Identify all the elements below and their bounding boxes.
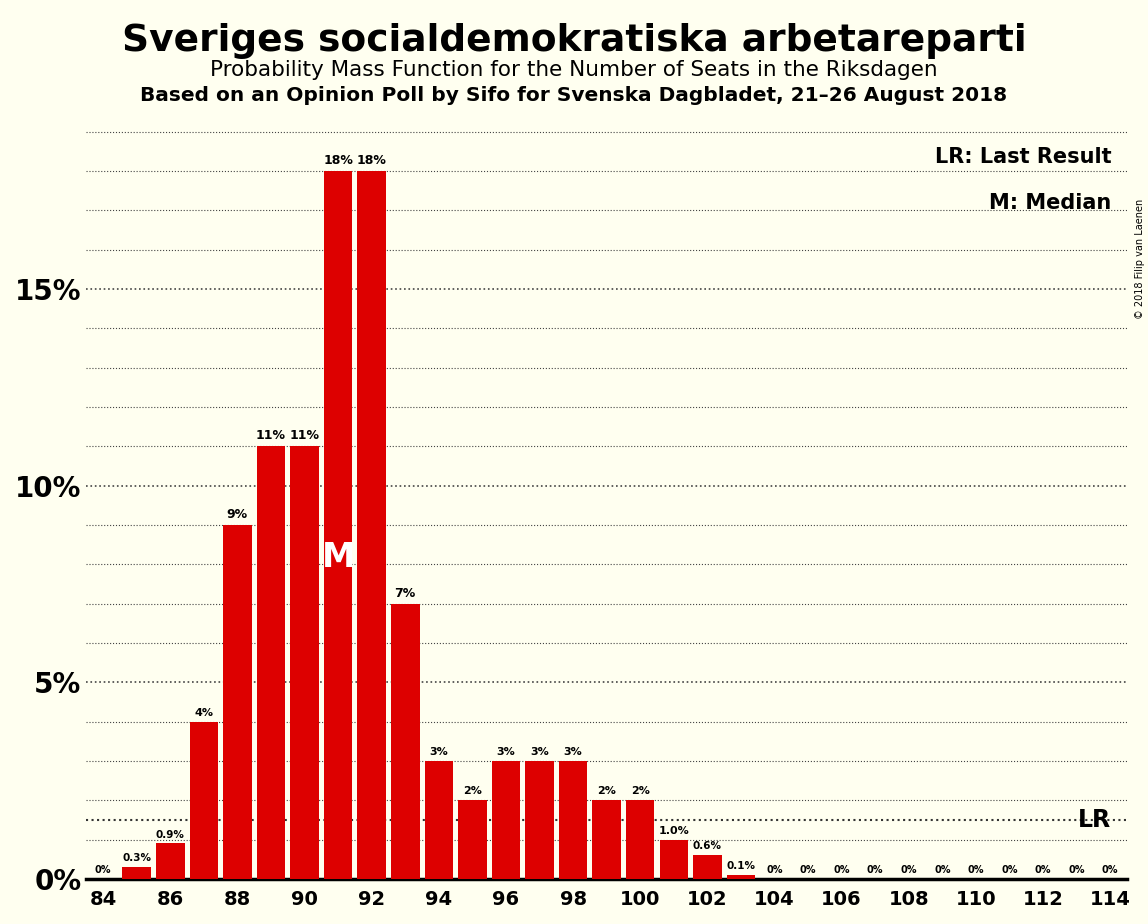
Bar — [491, 760, 520, 879]
Bar — [290, 446, 319, 879]
Text: 0%: 0% — [1034, 865, 1052, 875]
Text: 0%: 0% — [1069, 865, 1085, 875]
Bar — [257, 446, 285, 879]
Text: LR: LR — [1078, 808, 1111, 832]
Bar — [223, 525, 251, 879]
Bar — [123, 867, 152, 879]
Text: 3%: 3% — [564, 747, 582, 757]
Text: M: Median: M: Median — [990, 192, 1111, 213]
Bar — [458, 800, 487, 879]
Bar — [324, 171, 352, 879]
Text: © 2018 Filip van Laenen: © 2018 Filip van Laenen — [1134, 199, 1145, 319]
Text: 0.1%: 0.1% — [727, 861, 755, 871]
Text: Sveriges socialdemokratiska arbetareparti: Sveriges socialdemokratiska arbetarepart… — [122, 23, 1026, 59]
Bar — [592, 800, 621, 879]
Text: 4%: 4% — [194, 708, 214, 718]
Bar — [189, 722, 218, 879]
Text: 1.0%: 1.0% — [659, 826, 689, 835]
Bar — [693, 856, 722, 879]
Text: 0%: 0% — [833, 865, 850, 875]
Text: M: M — [321, 541, 355, 574]
Bar — [156, 844, 185, 879]
Bar — [559, 760, 588, 879]
Text: 0%: 0% — [766, 865, 783, 875]
Text: 11%: 11% — [289, 430, 319, 443]
Text: 2%: 2% — [597, 786, 616, 796]
Text: 3%: 3% — [429, 747, 448, 757]
Text: 9%: 9% — [227, 508, 248, 521]
Text: 0.6%: 0.6% — [693, 842, 722, 851]
Bar — [391, 603, 419, 879]
Text: 0%: 0% — [968, 865, 984, 875]
Text: 0%: 0% — [934, 865, 951, 875]
Text: 0%: 0% — [95, 865, 111, 875]
Text: 0%: 0% — [1102, 865, 1118, 875]
Text: 18%: 18% — [357, 154, 387, 167]
Text: 0%: 0% — [1001, 865, 1017, 875]
Text: 2%: 2% — [630, 786, 650, 796]
Bar — [425, 760, 453, 879]
Bar — [727, 875, 755, 879]
Text: 0%: 0% — [800, 865, 816, 875]
Text: 11%: 11% — [256, 430, 286, 443]
Bar — [357, 171, 386, 879]
Text: 0%: 0% — [900, 865, 917, 875]
Text: 2%: 2% — [463, 786, 482, 796]
Bar — [626, 800, 654, 879]
Text: 0.3%: 0.3% — [122, 853, 152, 863]
Bar — [659, 840, 688, 879]
Text: 3%: 3% — [497, 747, 515, 757]
Text: LR: Last Result: LR: Last Result — [934, 147, 1111, 166]
Text: Probability Mass Function for the Number of Seats in the Riksdagen: Probability Mass Function for the Number… — [210, 60, 938, 80]
Bar — [526, 760, 553, 879]
Text: 18%: 18% — [324, 154, 354, 167]
Text: 3%: 3% — [530, 747, 549, 757]
Text: 7%: 7% — [395, 587, 416, 600]
Text: 0.9%: 0.9% — [156, 830, 185, 840]
Text: 0%: 0% — [867, 865, 884, 875]
Text: Based on an Opinion Poll by Sifo for Svenska Dagbladet, 21–26 August 2018: Based on an Opinion Poll by Sifo for Sve… — [140, 86, 1008, 105]
